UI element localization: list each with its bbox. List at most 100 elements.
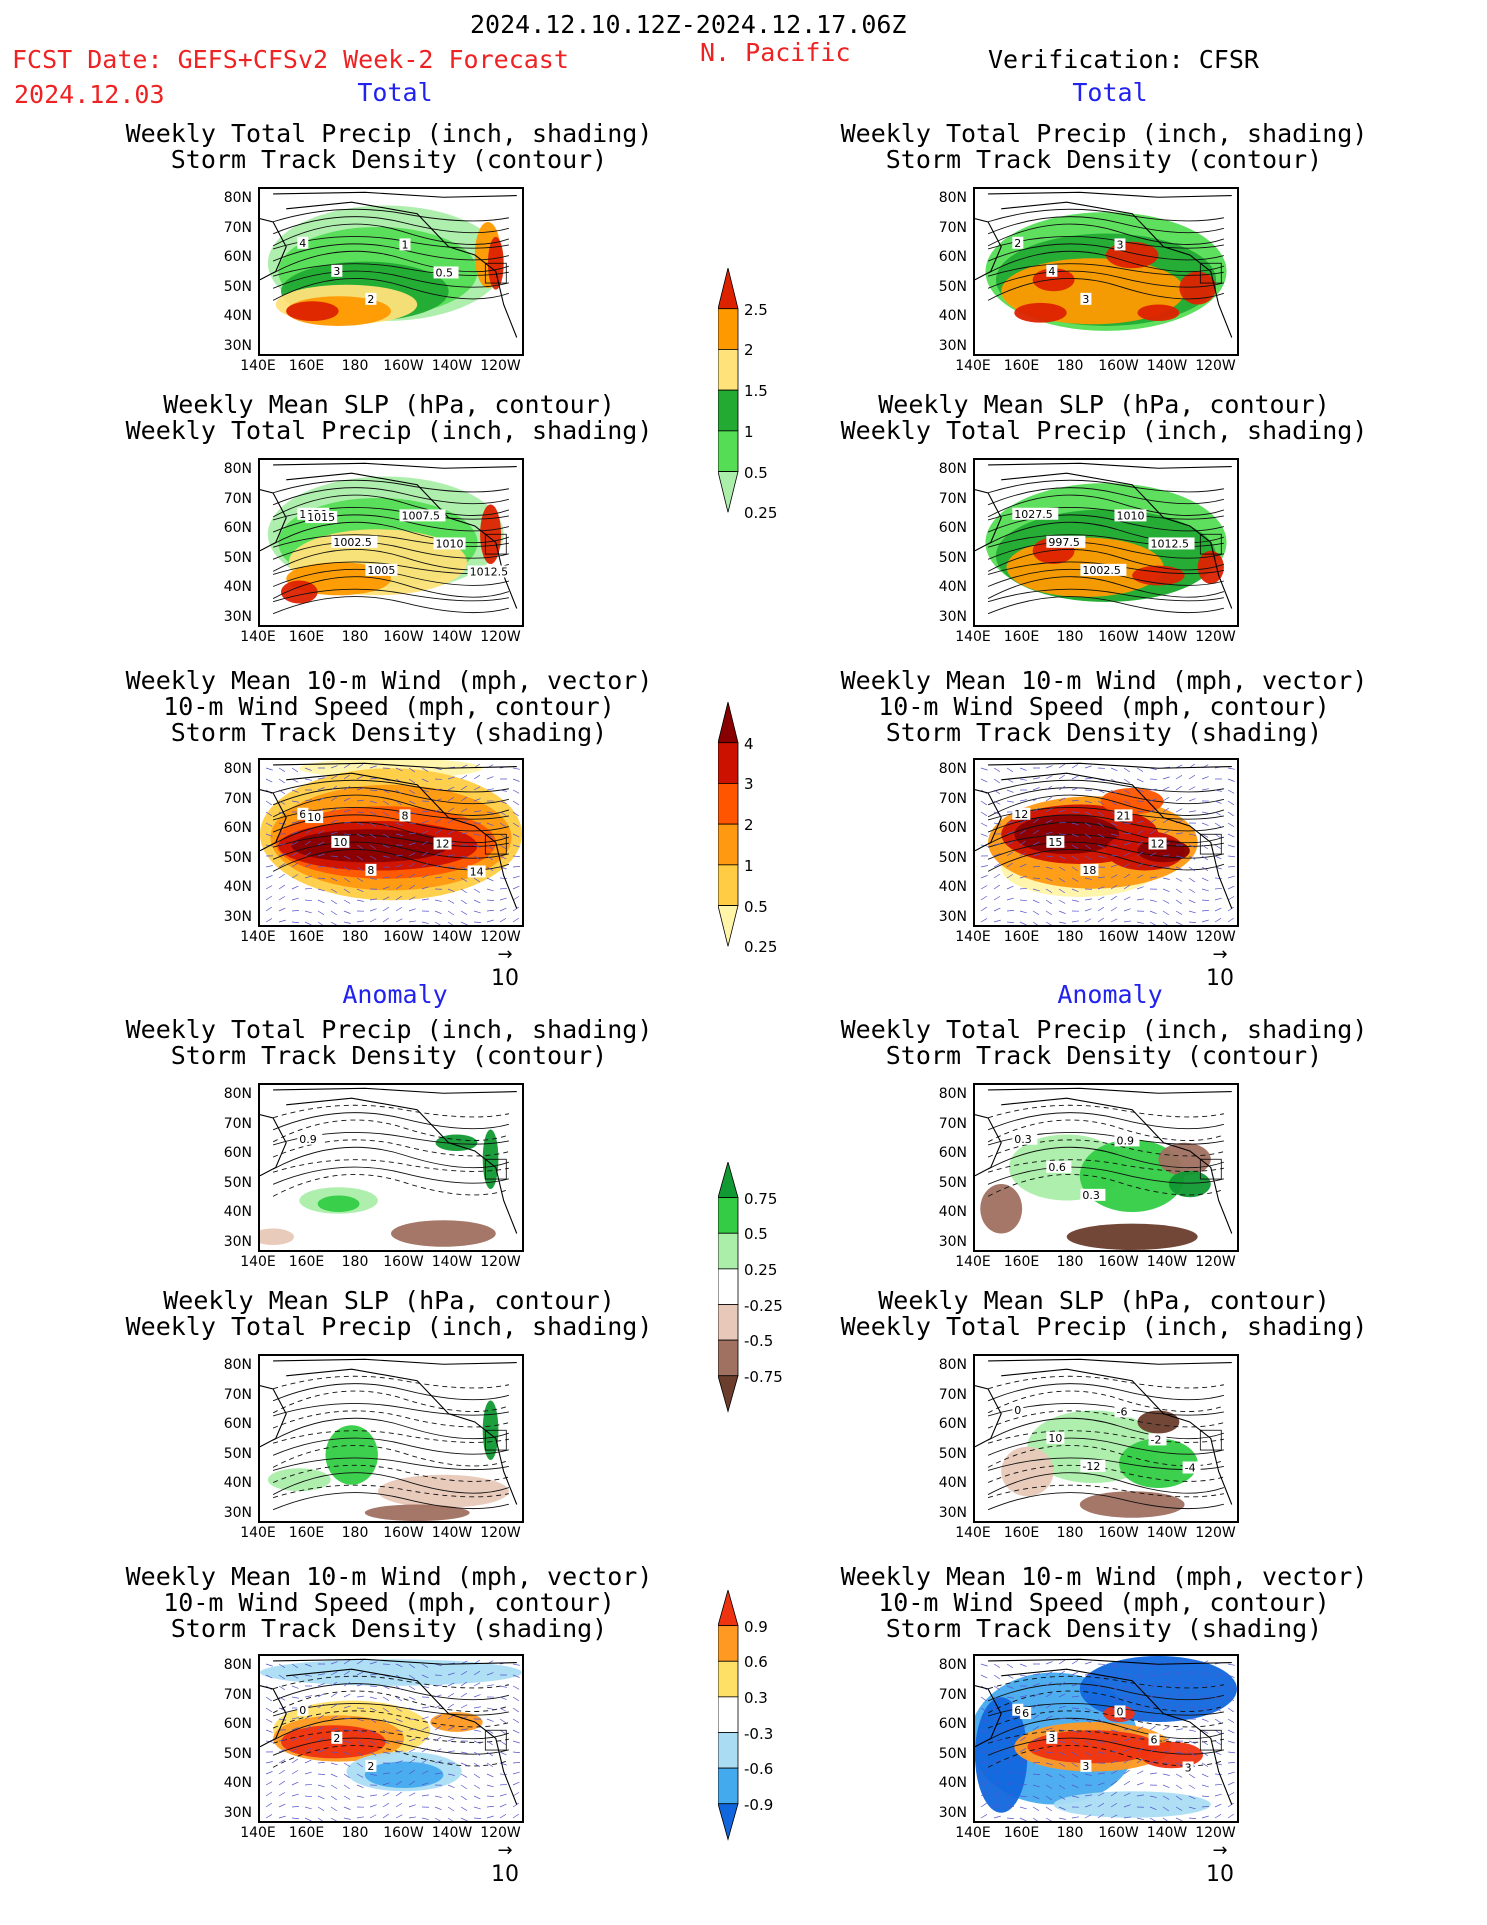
wind-vector <box>408 1769 415 1775</box>
wind-vector <box>434 1684 442 1687</box>
colorbar-cap <box>717 905 739 947</box>
wind-vector <box>460 1751 468 1754</box>
contour-label: 18 <box>1082 864 1096 877</box>
map-fc-slp-anom <box>258 1354 524 1523</box>
contour-label: 0 <box>299 1704 306 1717</box>
wind-vector <box>1032 841 1040 846</box>
contour-label: 1012.5 <box>470 566 509 579</box>
wind-vector <box>499 1740 507 1745</box>
wind-vector <box>304 910 312 914</box>
wind-vector <box>1019 840 1026 846</box>
wind-vector <box>1162 888 1170 892</box>
contour-line <box>272 1737 510 1756</box>
wind-vector <box>1188 1670 1196 1676</box>
wind-vector <box>1123 832 1131 835</box>
wind-vector <box>447 1773 455 1776</box>
wind-vector <box>486 1795 495 1798</box>
wind-vector <box>1071 1671 1079 1676</box>
wind-vector <box>291 1758 298 1764</box>
wind-vector <box>408 1663 416 1669</box>
wind-vector <box>434 864 442 868</box>
lon-tick-label: 140W <box>431 1525 473 1541</box>
wind-vector <box>1071 1707 1080 1709</box>
wind-vector <box>1201 866 1209 871</box>
wind-vector <box>434 1795 442 1798</box>
vector-reference-label: → 10 <box>491 1840 519 1887</box>
contour-line <box>272 596 510 615</box>
wind-vector <box>486 811 494 814</box>
wind-vector <box>356 888 364 892</box>
wind-vector <box>460 1806 468 1811</box>
wind-vector <box>1110 864 1118 868</box>
wind-vector <box>1097 1813 1104 1819</box>
wind-vector <box>291 885 299 890</box>
wind-vector <box>980 778 988 783</box>
wind-vector <box>1071 1816 1079 1819</box>
wind-vector <box>499 887 508 890</box>
wind-vector <box>291 910 300 912</box>
wind-vector <box>1188 1784 1196 1789</box>
map-fc-precip-anom: 0.9 <box>258 1083 524 1252</box>
coastline <box>273 191 517 198</box>
wind-vector <box>369 844 377 850</box>
coastline <box>988 1658 1232 1665</box>
wind-vector <box>408 1696 416 1701</box>
wind-vector <box>1136 874 1144 879</box>
wind-vector <box>1058 910 1066 914</box>
state-border <box>1199 533 1222 555</box>
wind-vector <box>291 1770 299 1775</box>
wind-vector <box>1175 1795 1182 1801</box>
wind-vector <box>369 811 377 816</box>
colorbar-label: 0.3 <box>744 1688 768 1707</box>
contour-label: 6 <box>1151 1733 1158 1746</box>
wind-vector <box>1149 1772 1157 1775</box>
wind-vector <box>499 811 507 816</box>
wind-vector <box>382 896 390 901</box>
wind-vector <box>1214 866 1222 870</box>
contour-label-bg <box>1114 509 1147 522</box>
wind-vector <box>291 1663 299 1669</box>
contour-line <box>272 779 509 794</box>
lon-tick-label: 140E <box>955 1825 991 1841</box>
contour-line <box>987 588 1224 603</box>
wind-vector <box>1110 1729 1118 1732</box>
wind-vector <box>278 1685 286 1691</box>
state-border <box>484 1158 507 1180</box>
wind-vector <box>1045 899 1052 905</box>
wind-vector <box>1045 796 1052 802</box>
wind-vector <box>421 1782 429 1786</box>
contour-label: 2 <box>333 1732 340 1745</box>
wind-vector <box>1188 888 1196 893</box>
wind-vector <box>1123 1696 1131 1701</box>
map-ver-slp-anom: 0 10 -12 -6 -2 -4 <box>973 1354 1239 1523</box>
wind-vector <box>1006 767 1014 773</box>
wind-vector <box>434 1725 441 1731</box>
wind-vector <box>1045 1773 1053 1778</box>
wind-vector <box>1162 1726 1170 1731</box>
contour-label-bg <box>399 809 411 822</box>
wind-vector <box>356 1762 364 1768</box>
wind-vector <box>1175 877 1183 882</box>
colorbar-cap <box>717 1588 739 1627</box>
wind-vector <box>395 767 403 772</box>
wind-vector <box>343 1806 351 1810</box>
wind-vector <box>1227 1792 1235 1797</box>
wind-vector <box>1019 1771 1027 1775</box>
wind-vector <box>1123 1780 1131 1786</box>
wind-vector <box>395 1685 403 1691</box>
wind-vector <box>1110 1750 1118 1753</box>
contour-line <box>272 588 509 603</box>
wind-vector <box>1162 776 1170 780</box>
coastline <box>260 1685 287 1748</box>
wind-vector <box>278 1739 286 1742</box>
contour-line <box>272 250 510 274</box>
wind-vector <box>421 1674 429 1679</box>
wind-vector <box>1019 852 1027 857</box>
colorbar-label: -0.5 <box>744 1332 774 1351</box>
wind-vector <box>1162 830 1170 835</box>
wind-vector <box>1149 910 1157 915</box>
lat-tick-label: 30N <box>223 1233 252 1250</box>
wind-vector <box>265 895 273 901</box>
wind-vector <box>473 1806 481 1810</box>
shading-region <box>317 1195 360 1213</box>
